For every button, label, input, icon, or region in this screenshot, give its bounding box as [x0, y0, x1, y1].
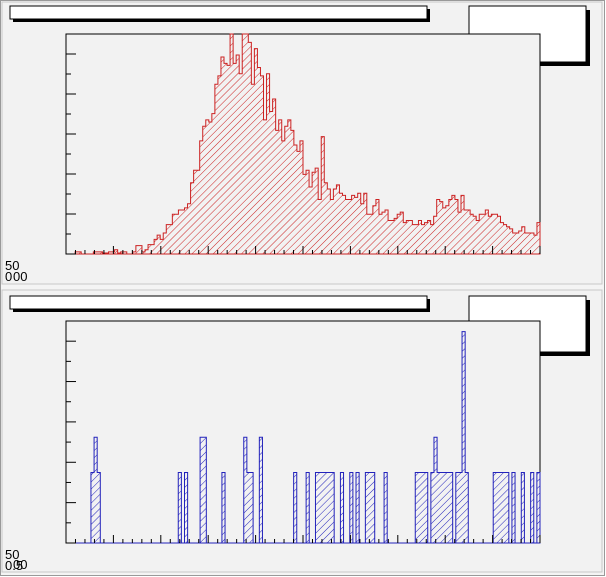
top-axis-labels: 50 00 0 [5, 258, 27, 284]
top-pad: 50 00 0 [1, 1, 603, 285]
bottom-axis-label-a: 50 [5, 547, 19, 562]
top-title-box [9, 5, 428, 20]
top-axis-label-b: 00 [13, 269, 27, 284]
bottom-title-box [9, 295, 428, 310]
bottom-axis-label-c: 0.5 [5, 558, 23, 573]
top-histogram-bars [66, 33, 541, 255]
bottom-axis-label-b: 00 [13, 557, 27, 572]
bottom-axis-ticks [65, 320, 541, 544]
top-axis-label-a: 50 [5, 258, 19, 273]
top-axis-ticks [65, 33, 541, 255]
top-axis-label-c: 0 [5, 269, 12, 284]
bottom-pad: 50 00 0.5 [1, 289, 603, 573]
bottom-axis-labels: 50 00 0.5 [5, 547, 27, 573]
bottom-plot-frame [65, 320, 541, 544]
